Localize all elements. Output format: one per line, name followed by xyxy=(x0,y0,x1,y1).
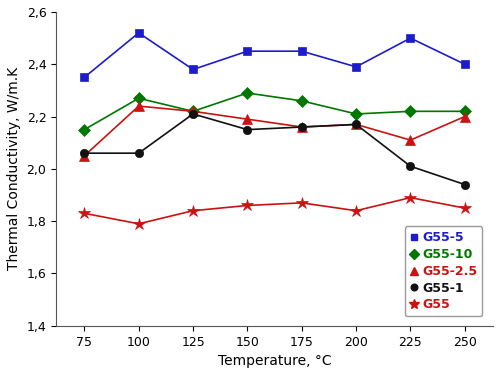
X-axis label: Temperature, °C: Temperature, °C xyxy=(218,354,332,368)
Legend: G55-5, G55-10, G55-2.5, G55-1, G55: G55-5, G55-10, G55-2.5, G55-1, G55 xyxy=(405,226,482,316)
Y-axis label: Thermal Conductivity, W/m.K: Thermal Conductivity, W/m.K xyxy=(7,67,21,270)
